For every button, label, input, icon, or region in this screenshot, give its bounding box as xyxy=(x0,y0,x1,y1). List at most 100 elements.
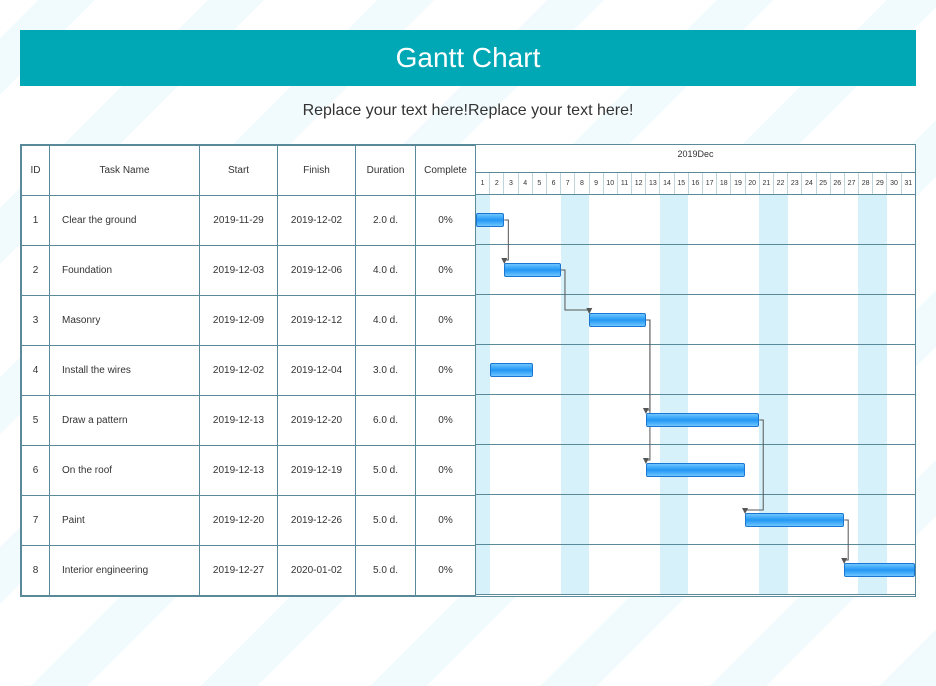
gantt-bar xyxy=(589,313,646,327)
cell-id: 2 xyxy=(22,246,50,296)
cell-duration: 5.0 d. xyxy=(356,446,416,496)
cell-name: On the roof xyxy=(50,446,200,496)
timeline-day-cell: 10 xyxy=(604,173,618,194)
timeline-day-cell: 7 xyxy=(561,173,575,194)
timeline-day-cell: 17 xyxy=(703,173,717,194)
cell-finish: 2019-12-20 xyxy=(278,396,356,446)
cell-duration: 3.0 d. xyxy=(356,346,416,396)
cell-duration: 4.0 d. xyxy=(356,296,416,346)
col-header-duration: Duration xyxy=(356,146,416,196)
cell-start: 2019-12-13 xyxy=(200,396,278,446)
cell-name: Foundation xyxy=(50,246,200,296)
timeline-day-cell: 2 xyxy=(490,173,504,194)
timeline-row xyxy=(476,245,915,295)
timeline-day-cell: 29 xyxy=(873,173,887,194)
cell-duration: 5.0 d. xyxy=(356,546,416,596)
cell-finish: 2019-12-02 xyxy=(278,196,356,246)
col-header-start: Start xyxy=(200,146,278,196)
timeline-day-cell: 24 xyxy=(802,173,816,194)
cell-start: 2019-12-03 xyxy=(200,246,278,296)
timeline-day-cell: 13 xyxy=(646,173,660,194)
cell-id: 6 xyxy=(22,446,50,496)
timeline-day-cell: 31 xyxy=(902,173,915,194)
col-header-id: ID xyxy=(22,146,50,196)
timeline-row xyxy=(476,295,915,345)
timeline-day-cell: 5 xyxy=(533,173,547,194)
timeline-day-cell: 21 xyxy=(760,173,774,194)
timeline-day-cell: 19 xyxy=(731,173,745,194)
timeline-day-cell: 22 xyxy=(774,173,788,194)
cell-start: 2019-12-20 xyxy=(200,496,278,546)
cell-duration: 5.0 d. xyxy=(356,496,416,546)
cell-id: 4 xyxy=(22,346,50,396)
table-row: 3Masonry2019-12-092019-12-124.0 d.0% xyxy=(22,296,476,346)
cell-finish: 2020-01-02 xyxy=(278,546,356,596)
cell-id: 8 xyxy=(22,546,50,596)
timeline-day-cell: 4 xyxy=(519,173,533,194)
cell-name: Install the wires xyxy=(50,346,200,396)
timeline-day-cell: 1 xyxy=(476,173,490,194)
gantt-bar xyxy=(844,563,915,577)
cell-complete: 0% xyxy=(416,496,476,546)
timeline-day-cell: 14 xyxy=(660,173,674,194)
chart-subtitle: Replace your text here!Replace your text… xyxy=(20,86,916,144)
timeline-day-cell: 3 xyxy=(504,173,518,194)
table-row: 4Install the wires2019-12-022019-12-043.… xyxy=(22,346,476,396)
cell-id: 1 xyxy=(22,196,50,246)
table-row: 1Clear the ground2019-11-292019-12-022.0… xyxy=(22,196,476,246)
cell-name: Clear the ground xyxy=(50,196,200,246)
cell-complete: 0% xyxy=(416,446,476,496)
cell-complete: 0% xyxy=(416,296,476,346)
timeline-day-cell: 26 xyxy=(831,173,845,194)
timeline-panel: 2019Dec 12345678910111213141516171819202… xyxy=(476,145,915,596)
cell-name: Paint xyxy=(50,496,200,546)
cell-name: Interior engineering xyxy=(50,546,200,596)
cell-finish: 2019-12-12 xyxy=(278,296,356,346)
cell-id: 5 xyxy=(22,396,50,446)
timeline-row xyxy=(476,195,915,245)
gantt-bar xyxy=(745,513,844,527)
cell-start: 2019-12-13 xyxy=(200,446,278,496)
cell-finish: 2019-12-26 xyxy=(278,496,356,546)
timeline-row xyxy=(476,345,915,395)
cell-id: 3 xyxy=(22,296,50,346)
col-header-complete: Complete xyxy=(416,146,476,196)
timeline-day-cell: 25 xyxy=(817,173,831,194)
col-header-finish: Finish xyxy=(278,146,356,196)
cell-name: Masonry xyxy=(50,296,200,346)
col-header-name: Task Name xyxy=(50,146,200,196)
timeline-day-cell: 11 xyxy=(618,173,632,194)
timeline-day-cell: 15 xyxy=(675,173,689,194)
timeline-header: 2019Dec 12345678910111213141516171819202… xyxy=(476,145,915,195)
gantt-bar xyxy=(504,263,561,277)
table-header-row: ID Task Name Start Finish Duration Compl… xyxy=(22,146,476,196)
timeline-day-cell: 23 xyxy=(788,173,802,194)
gantt-container: ID Task Name Start Finish Duration Compl… xyxy=(20,144,916,597)
timeline-day-cell: 12 xyxy=(632,173,646,194)
cell-finish: 2019-12-19 xyxy=(278,446,356,496)
timeline-day-cell: 28 xyxy=(859,173,873,194)
timeline-month-label: 2019Dec xyxy=(476,149,915,159)
cell-duration: 2.0 d. xyxy=(356,196,416,246)
cell-complete: 0% xyxy=(416,546,476,596)
cell-duration: 6.0 d. xyxy=(356,396,416,446)
table-row: 7Paint2019-12-202019-12-265.0 d.0% xyxy=(22,496,476,546)
table-row: 8Interior engineering2019-12-272020-01-0… xyxy=(22,546,476,596)
cell-finish: 2019-12-06 xyxy=(278,246,356,296)
timeline-day-cell: 18 xyxy=(717,173,731,194)
cell-complete: 0% xyxy=(416,246,476,296)
cell-start: 2019-11-29 xyxy=(200,196,278,246)
timeline-day-row: 1234567891011121314151617181920212223242… xyxy=(476,172,915,194)
cell-start: 2019-12-09 xyxy=(200,296,278,346)
cell-duration: 4.0 d. xyxy=(356,246,416,296)
gantt-bar xyxy=(490,363,532,377)
timeline-row xyxy=(476,395,915,445)
timeline-row xyxy=(476,545,915,595)
timeline-row xyxy=(476,495,915,545)
gantt-bar xyxy=(646,413,759,427)
cell-complete: 0% xyxy=(416,346,476,396)
cell-complete: 0% xyxy=(416,196,476,246)
chart-title: Gantt Chart xyxy=(20,30,916,86)
timeline-day-cell: 9 xyxy=(590,173,604,194)
timeline-row xyxy=(476,445,915,495)
